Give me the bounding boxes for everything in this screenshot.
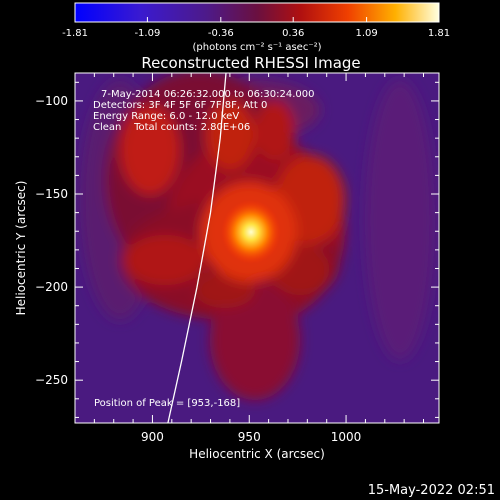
y-tick-label: −250 bbox=[35, 373, 68, 387]
x-tick-label: 900 bbox=[141, 430, 164, 444]
chart-title: Reconstructed RHESSI Image bbox=[141, 54, 360, 72]
y-axis: −100 −150 −200 −250 bbox=[35, 81, 439, 418]
footer-timestamp: 15-May-2022 02:51 bbox=[368, 483, 495, 498]
y-tick-label: −200 bbox=[35, 280, 68, 294]
x-axis: 900 950 1000 bbox=[74, 73, 425, 444]
heatmap-image bbox=[75, 73, 439, 423]
x-tick-label: 950 bbox=[238, 430, 261, 444]
colorbar-unit-label: (photons cm⁻² s⁻¹ asec⁻²) bbox=[192, 42, 321, 53]
colorbar: -1.81 -1.09 -0.36 0.36 1.09 1.81 (photons cm⁻… bbox=[62, 2, 450, 53]
annotation-detectors: Detectors: 3F 4F 5F 6F 7F 8F, Att 0 bbox=[93, 100, 267, 111]
colorbar-tick-label: 1.09 bbox=[355, 28, 377, 39]
colorbar-tick-label: -1.09 bbox=[134, 28, 160, 39]
y-tick-label: −100 bbox=[35, 94, 68, 108]
peak-source bbox=[221, 200, 281, 264]
annotation-clean-counts: Clean Total counts: 2.80E+06 bbox=[93, 122, 250, 133]
solar-limb-curve bbox=[167, 73, 227, 423]
plot-frame bbox=[74, 72, 440, 424]
colorbar-ticks: -1.81 -1.09 -0.36 0.36 1.09 1.81 bbox=[62, 17, 450, 39]
y-axis-label: Heliocentric Y (arcsec) bbox=[14, 181, 28, 316]
annotation-time-range: 7-May-2014 06:26:32.000 to 06:30:24.000 bbox=[101, 89, 314, 100]
annotation-block: 7-May-2014 06:26:32.000 to 06:30:24.000 … bbox=[93, 89, 314, 133]
colorbar-gradient bbox=[74, 2, 440, 23]
x-tick-label: 1000 bbox=[331, 430, 362, 444]
y-tick-label: −150 bbox=[35, 187, 68, 201]
annotation-energy-range: Energy Range: 6.0 - 12.0 keV bbox=[93, 111, 239, 122]
colorbar-tick-label: -0.36 bbox=[208, 28, 234, 39]
colorbar-tick-label: 1.81 bbox=[428, 28, 450, 39]
x-axis-label: Heliocentric X (arcsec) bbox=[189, 447, 325, 461]
peak-position-label: Position of Peak = [953,-168] bbox=[94, 398, 240, 409]
colorbar-tick-label: -1.81 bbox=[62, 28, 88, 39]
colorbar-tick-label: 0.36 bbox=[282, 28, 304, 39]
